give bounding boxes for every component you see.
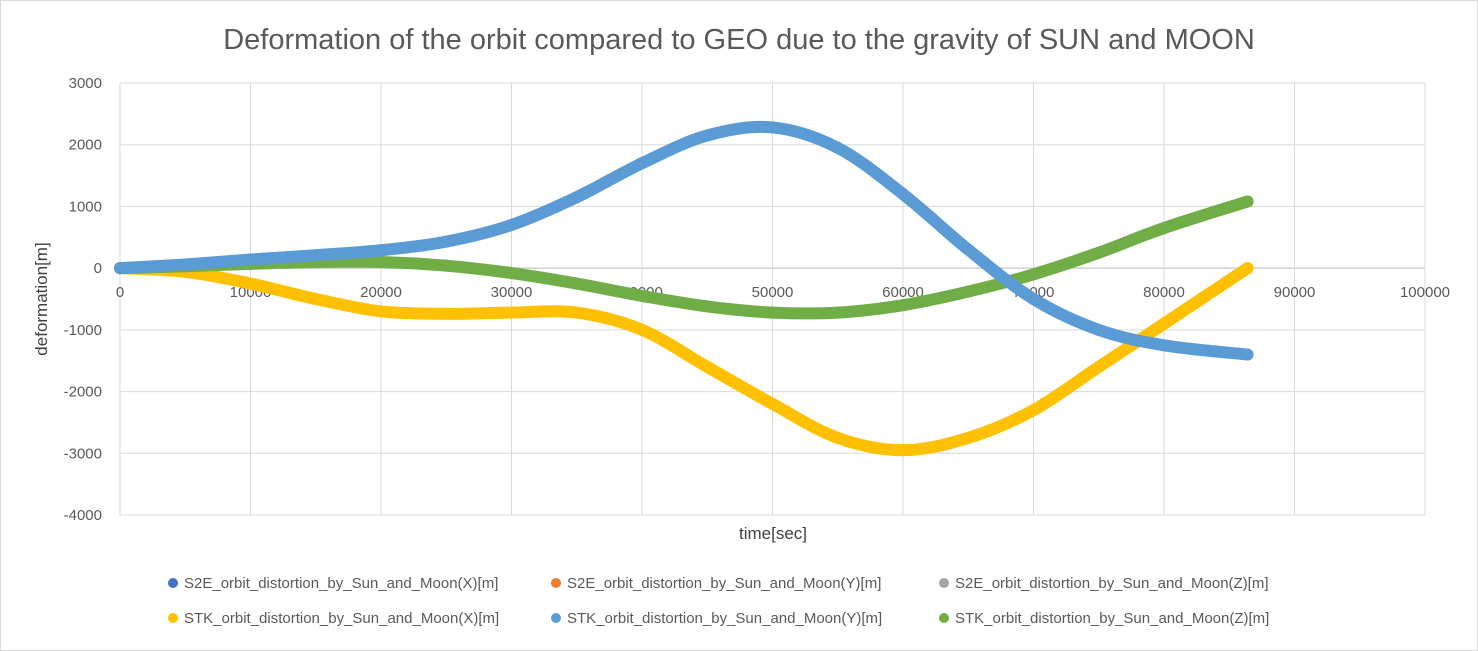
- x-axis-label: time[sec]: [739, 524, 807, 543]
- data-point: [440, 307, 453, 320]
- legend-marker: [551, 578, 561, 588]
- data-point: [1158, 339, 1170, 352]
- legend-entry: S2E_orbit_distortion_by_Sun_and_Moon(Z)[…: [939, 575, 1269, 592]
- y-tick-label: -2000: [64, 384, 102, 401]
- data-point: [179, 258, 192, 271]
- data-point: [375, 255, 387, 268]
- data-point: [766, 121, 779, 134]
- data-point: [1158, 317, 1170, 330]
- data-point: [831, 306, 844, 319]
- x-tick-label: 20000: [360, 284, 402, 301]
- data-point: [701, 360, 714, 373]
- data-point: [244, 277, 257, 290]
- legend-marker: [939, 613, 949, 623]
- data-point: [701, 300, 714, 313]
- data-point: [1027, 293, 1040, 305]
- data-point: [570, 191, 583, 204]
- data-point: [766, 397, 779, 410]
- data-point: [440, 235, 453, 248]
- legend-label: STK_orbit_distortion_by_Sun_and_Moon(X)[…: [184, 610, 499, 627]
- x-tick-label: 50000: [752, 284, 794, 301]
- series-line-4: [114, 120, 1254, 361]
- legend-marker: [168, 613, 178, 623]
- legend-entry: STK_orbit_distortion_by_Sun_and_Moon(Z)[…: [939, 610, 1269, 627]
- data-point: [1241, 348, 1254, 361]
- x-tick-label: 90000: [1274, 284, 1316, 301]
- data-point: [505, 306, 518, 319]
- legend-entry: S2E_orbit_distortion_by_Sun_and_Moon(Y)[…: [551, 575, 881, 592]
- data-point: [244, 253, 257, 266]
- data-point: [766, 306, 779, 319]
- legend-label: STK_orbit_distortion_by_Sun_and_Moon(Y)[…: [567, 610, 882, 627]
- legend-label: S2E_orbit_distortion_by_Sun_and_Moon(Z)[…: [955, 575, 1269, 592]
- legend: S2E_orbit_distortion_by_Sun_and_Moon(X)[…: [168, 575, 1269, 627]
- x-tick-label: 0: [116, 284, 124, 301]
- y-tick-label: 2000: [69, 137, 102, 154]
- data-point: [962, 243, 975, 256]
- data-point: [440, 259, 453, 272]
- data-point: [375, 244, 387, 257]
- x-tick-label: 100000: [1400, 284, 1450, 301]
- data-point: [1241, 195, 1254, 208]
- chart-title: Deformation of the orbit compared to GEO…: [223, 24, 1255, 56]
- gridlines: [119, 82, 1426, 516]
- legend-entry: S2E_orbit_distortion_by_Sun_and_Moon(X)[…: [168, 575, 498, 592]
- data-point: [1092, 360, 1105, 373]
- y-tick-label: -4000: [64, 507, 102, 524]
- data-point: [1027, 268, 1040, 281]
- legend-entry: STK_orbit_distortion_by_Sun_and_Moon(X)[…: [168, 610, 499, 627]
- data-point: [1241, 262, 1254, 275]
- data-point: [375, 305, 387, 318]
- data-point: [309, 293, 322, 305]
- data-point: [1158, 222, 1170, 235]
- x-tick-label: 30000: [491, 284, 533, 301]
- y-tick-label: 3000: [69, 75, 102, 92]
- y-tick-label: -1000: [64, 322, 102, 339]
- series-line-3: [114, 262, 1254, 457]
- data-point: [701, 129, 714, 142]
- data-point: [1092, 246, 1105, 259]
- data-point: [570, 306, 583, 319]
- data-point: [831, 431, 844, 444]
- data-point: [962, 285, 975, 298]
- x-tick-label: 60000: [882, 284, 924, 301]
- legend-entry: STK_orbit_distortion_by_Sun_and_Moon(Y)[…: [551, 610, 882, 627]
- x-tick-label: 80000: [1143, 284, 1185, 301]
- data-point: [897, 188, 909, 201]
- legend-marker: [168, 578, 178, 588]
- data-point: [505, 267, 518, 280]
- y-axis-label: deformation[m]: [32, 242, 51, 355]
- data-point: [636, 323, 648, 336]
- data-point: [962, 431, 975, 444]
- legend-label: S2E_orbit_distortion_by_Sun_and_Moon(Y)[…: [567, 575, 881, 592]
- y-tick-label: -3000: [64, 445, 102, 462]
- data-point: [897, 299, 909, 312]
- data-point: [570, 277, 583, 290]
- data-point: [1092, 323, 1105, 336]
- y-tick-label: 0: [94, 260, 102, 277]
- legend-label: STK_orbit_distortion_by_Sun_and_Moon(Z)[…: [955, 610, 1269, 627]
- data-point: [114, 262, 126, 275]
- plot-area: [114, 120, 1254, 457]
- data-point: [831, 141, 844, 154]
- legend-label: S2E_orbit_distortion_by_Sun_and_Moon(X)[…: [184, 575, 498, 592]
- data-point: [636, 289, 648, 302]
- data-point: [309, 249, 322, 262]
- legend-marker: [939, 578, 949, 588]
- y-tick-label: 1000: [69, 198, 102, 215]
- data-point: [636, 157, 648, 170]
- data-point: [505, 218, 518, 231]
- data-point: [897, 444, 909, 457]
- y-tick-labels: 3000 2000 1000 0 -1000 -2000 -3000 -4000: [64, 75, 102, 524]
- legend-marker: [551, 613, 561, 623]
- data-point: [1027, 404, 1040, 417]
